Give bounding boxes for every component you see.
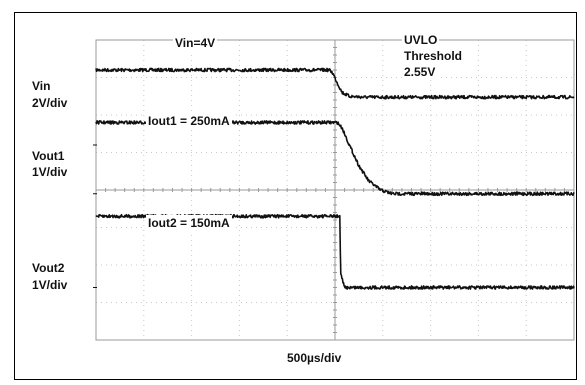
channel-scale-vin: 2V/div xyxy=(32,96,68,110)
scope-capture-frame xyxy=(14,12,577,380)
x-axis-timebase: 500µs/div xyxy=(287,351,342,365)
channel-scale-vout2: 1V/div xyxy=(32,278,68,292)
channel-label-vout2: Vout2 xyxy=(32,261,65,275)
annotation-uvlo-3: 2.55V xyxy=(402,64,438,80)
channel-label-vout1: Vout1 xyxy=(32,149,65,163)
annotation-iout1: Iout1 = 250mA xyxy=(146,113,232,129)
channel-label-vin: Vin xyxy=(32,79,51,93)
channel-scale-vout1: 1V/div xyxy=(32,165,68,179)
annotation-iout2: Iout2 = 150mA xyxy=(146,215,232,231)
annotation-uvlo-1: UVLO xyxy=(402,32,440,48)
graticule-border xyxy=(95,39,575,341)
annotation-vin-level: Vin=4V xyxy=(173,35,218,51)
trace-vin xyxy=(95,67,575,100)
annotation-uvlo-2: Threshold xyxy=(402,48,465,64)
